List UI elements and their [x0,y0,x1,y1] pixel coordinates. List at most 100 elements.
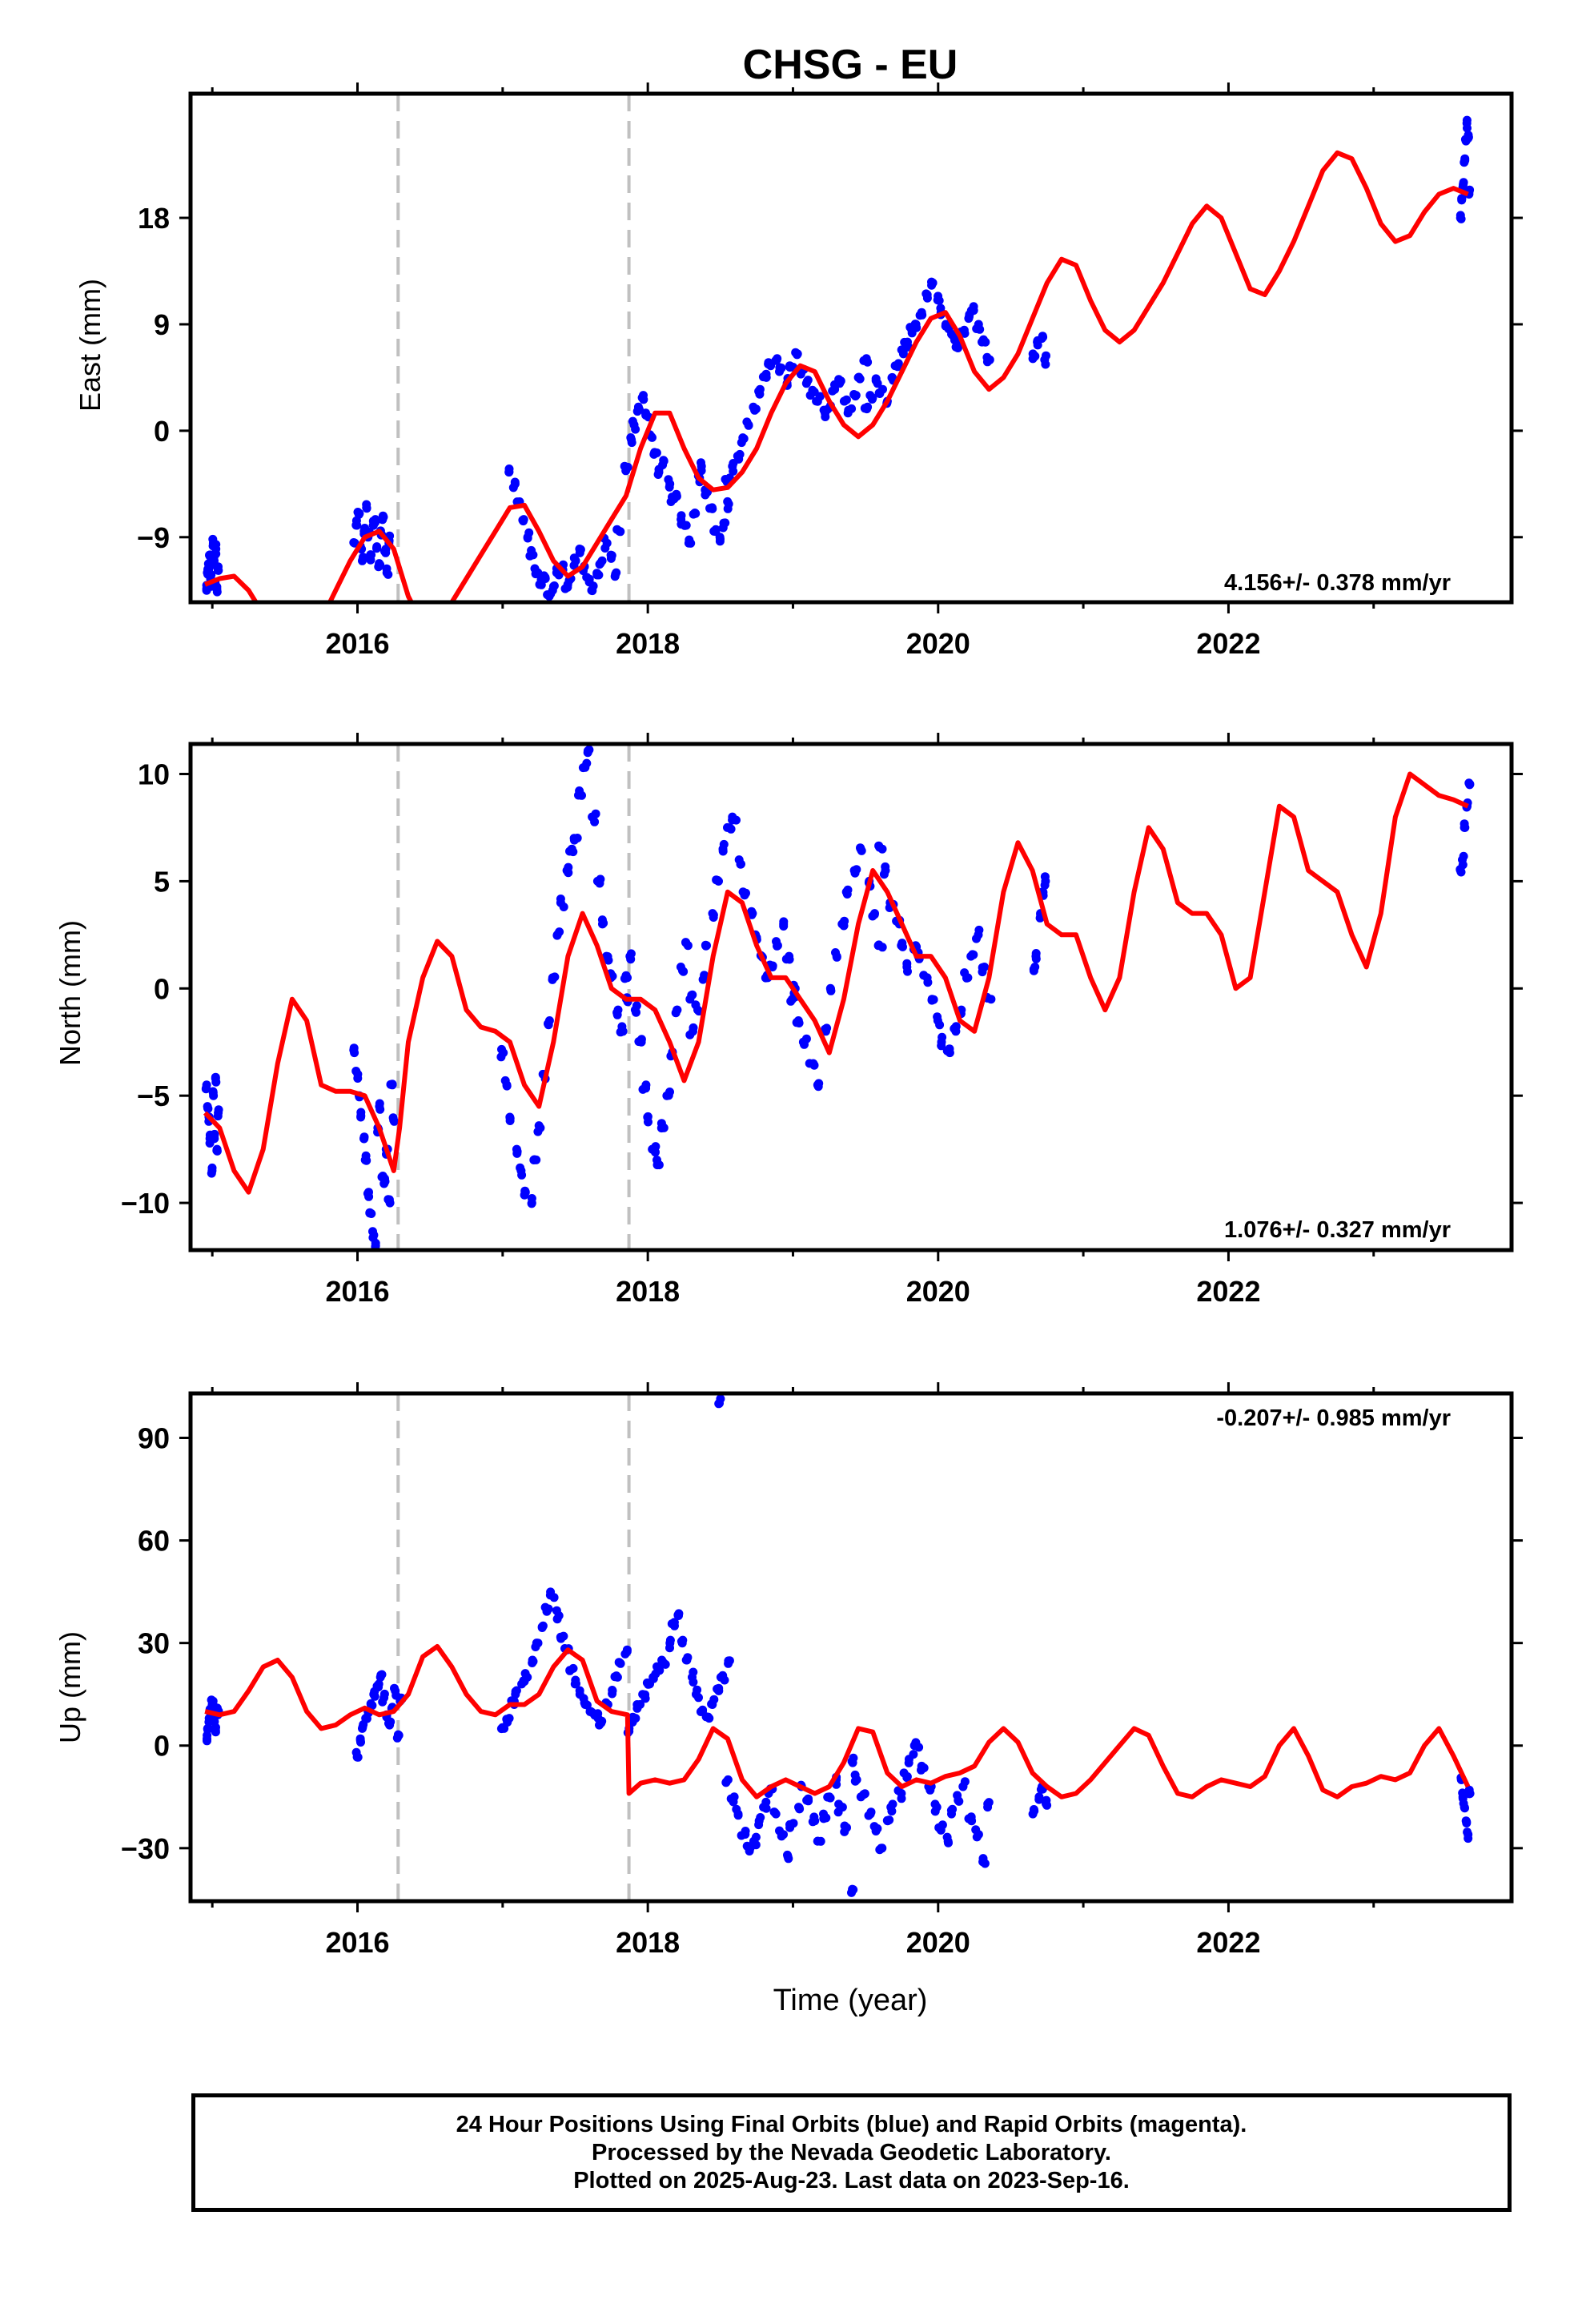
north-y-tick-label: −10 [121,1187,170,1220]
north-data-point [1040,872,1050,882]
up-data-point [875,1845,885,1855]
north-data-point [950,1024,959,1033]
east-data-point [672,492,681,501]
up-rate-label: -0.207+/- 0.985 mm/yr [1216,1405,1451,1431]
north-data-point [785,955,794,964]
east-data-point [375,559,384,569]
up-data-point [379,1689,389,1699]
east-data-point [569,561,579,570]
up-data-point [669,1618,679,1627]
north-data-point [768,961,777,971]
up-data-point [795,1804,805,1814]
north-data-point [974,925,984,935]
up-data-point [761,1797,771,1807]
north-data-point [740,891,749,900]
north-data-point [363,1188,372,1198]
east-data-point [1459,179,1468,189]
north-y-tick-label: −5 [137,1080,170,1112]
up-data-point [620,1649,630,1659]
north-data-point [208,1088,218,1098]
east-data-point [527,545,536,555]
east-rate-label: 4.156+/- 0.378 mm/yr [1224,570,1451,596]
up-data-point [938,1820,947,1830]
up-y-tick-label: 0 [154,1730,170,1763]
north-data-point [709,911,718,920]
east-data-point [868,393,877,403]
east-data-point [912,323,921,332]
east-x-tick-label: 2020 [906,627,970,660]
east-data-point [761,369,771,379]
north-y-tick-label: 0 [154,972,170,1005]
figure-title: CHSG - EU [743,42,958,88]
up-data-point [367,1701,377,1711]
north-data-point [575,786,584,795]
east-data-point [860,404,869,413]
up-x-tick-label: 2020 [906,1926,970,1959]
east-data-point [592,570,602,580]
east-data-point [1463,123,1472,133]
north-data-point [747,910,757,919]
up-data-point [725,1656,734,1666]
up-panel: Up (mm) -0.207+/- 0.985 mm/yr Time (year… [54,1382,1523,2017]
up-data-point [678,1635,688,1645]
north-data-point [379,1179,389,1188]
up-data-point [689,1678,698,1687]
north-data-point [919,971,929,980]
north-data-point [877,943,887,952]
north-data-point [365,1208,375,1218]
east-data-point [378,515,387,525]
east-data-point [844,405,853,415]
east-data-point [744,420,753,430]
north-data-point [732,815,741,825]
up-data-point [721,1777,731,1787]
east-data-point [631,424,640,434]
east-data-point [839,396,849,406]
north-panel: North (mm) 1.076+/- 0.327 mm/yr 2016 2018… [54,733,1523,1308]
north-data-point [673,1005,681,1015]
north-data-point [698,975,708,984]
east-data-point [540,573,550,582]
east-data-point [685,535,694,545]
up-data-point [1464,1834,1473,1844]
north-data-point [1459,851,1468,861]
north-data-point [590,817,600,826]
east-data-point [851,392,860,401]
up-data-point [542,1606,552,1616]
north-data-point [389,1116,399,1125]
up-data-point [983,1799,993,1808]
up-data-point [930,1799,940,1809]
north-data-point [881,862,890,871]
north-data-point [505,1116,515,1125]
caption-line-2: Processed by the Nevada Geodetic Laborat… [592,2139,1111,2165]
east-data-point [504,467,514,476]
up-data-point [784,1854,793,1864]
up-data-point [648,1674,658,1683]
north-data-point [636,1035,646,1044]
east-data-point [874,388,884,398]
east-data-point [697,466,706,476]
north-data-point [595,879,604,888]
east-data-point [1041,360,1050,369]
east-data-point [569,553,579,563]
east-data-point [652,448,661,457]
east-y-tick-label: −9 [137,521,170,554]
east-data-point [382,564,391,573]
north-data-point [726,824,736,834]
up-y-tick-label: 60 [138,1525,170,1558]
up-data-point [946,1806,956,1815]
up-data-point [608,1689,617,1699]
east-data-point [927,277,936,287]
east-y-tick-label: 0 [154,415,170,448]
east-plot-frame [188,91,1514,605]
up-x-tick-label: 2016 [325,1926,389,1959]
east-data-point [381,548,391,557]
east-data-point [981,337,990,347]
east-data-point [606,550,616,560]
up-data-point [661,1659,670,1669]
up-data-point [203,1725,212,1735]
east-data-point [595,560,604,569]
north-data-point [517,1170,527,1180]
east-data-point [530,564,540,573]
up-data-point [888,1799,897,1809]
up-data-point [833,1807,843,1817]
